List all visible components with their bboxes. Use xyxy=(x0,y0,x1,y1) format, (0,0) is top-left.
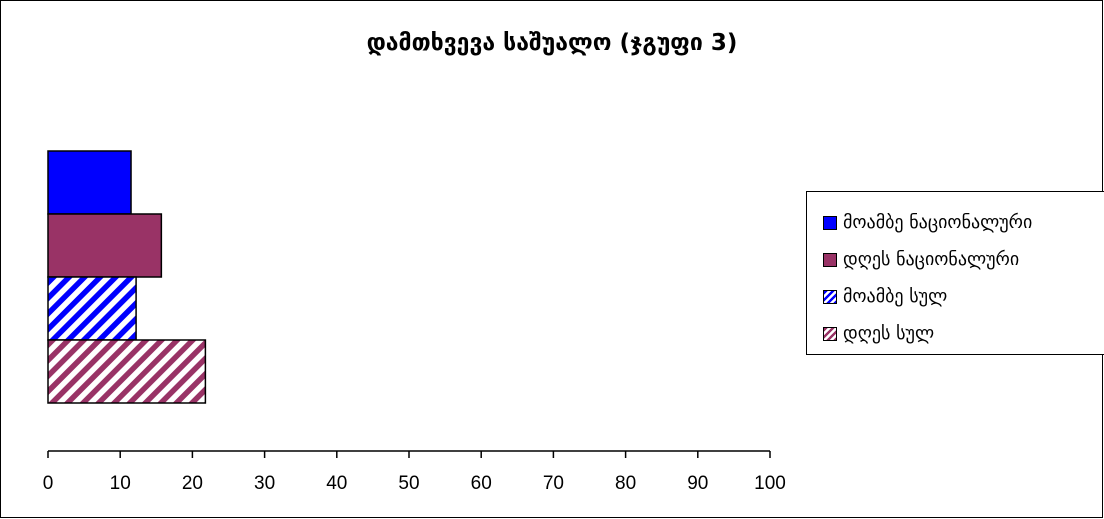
legend-label: მოამბე სულ xyxy=(843,286,948,307)
bar-3 xyxy=(47,276,137,341)
legend-swatch xyxy=(823,326,837,341)
bar-1 xyxy=(47,150,132,215)
bars xyxy=(47,150,207,404)
legend-swatch xyxy=(823,289,837,304)
bar-4 xyxy=(47,339,207,404)
legend-label: დღეს ნაციონალური xyxy=(843,249,1020,270)
x-tick-label: 30 xyxy=(254,473,275,494)
legend-label: დღეს სულ xyxy=(843,323,935,344)
bar-2 xyxy=(47,213,163,278)
legend-item: მოამბე სულ xyxy=(823,278,1104,315)
legend: მოამბე ნაციონალური დღეს ნაციონალური მოამბე… xyxy=(806,191,1104,355)
legend-item: მოამბე ნაციონალური xyxy=(823,204,1104,241)
legend-label: მოამბე ნაციონალური xyxy=(843,212,1033,233)
legend-swatch xyxy=(823,252,837,267)
x-tick-label: 70 xyxy=(543,473,564,494)
x-tick-label: 40 xyxy=(326,473,347,494)
x-tick-label: 50 xyxy=(398,473,419,494)
x-tick-label: 10 xyxy=(110,473,131,494)
x-tick-label: 60 xyxy=(471,473,492,494)
legend-item: დღეს ნაციონალური xyxy=(823,241,1104,278)
x-axis: 0 10 20 30 40 50 60 70 80 90 100 xyxy=(43,450,786,494)
chart-title: დამთხვევა საშუალო (ჯგუფი 3) xyxy=(366,30,738,56)
x-tick-label: 0 xyxy=(43,473,54,494)
x-tick-label: 100 xyxy=(754,473,786,494)
legend-item: დღეს სულ xyxy=(823,315,1104,352)
x-tick-label: 80 xyxy=(615,473,636,494)
x-tick-label: 20 xyxy=(182,473,203,494)
x-tick-label: 90 xyxy=(687,473,708,494)
legend-swatch xyxy=(823,215,837,230)
